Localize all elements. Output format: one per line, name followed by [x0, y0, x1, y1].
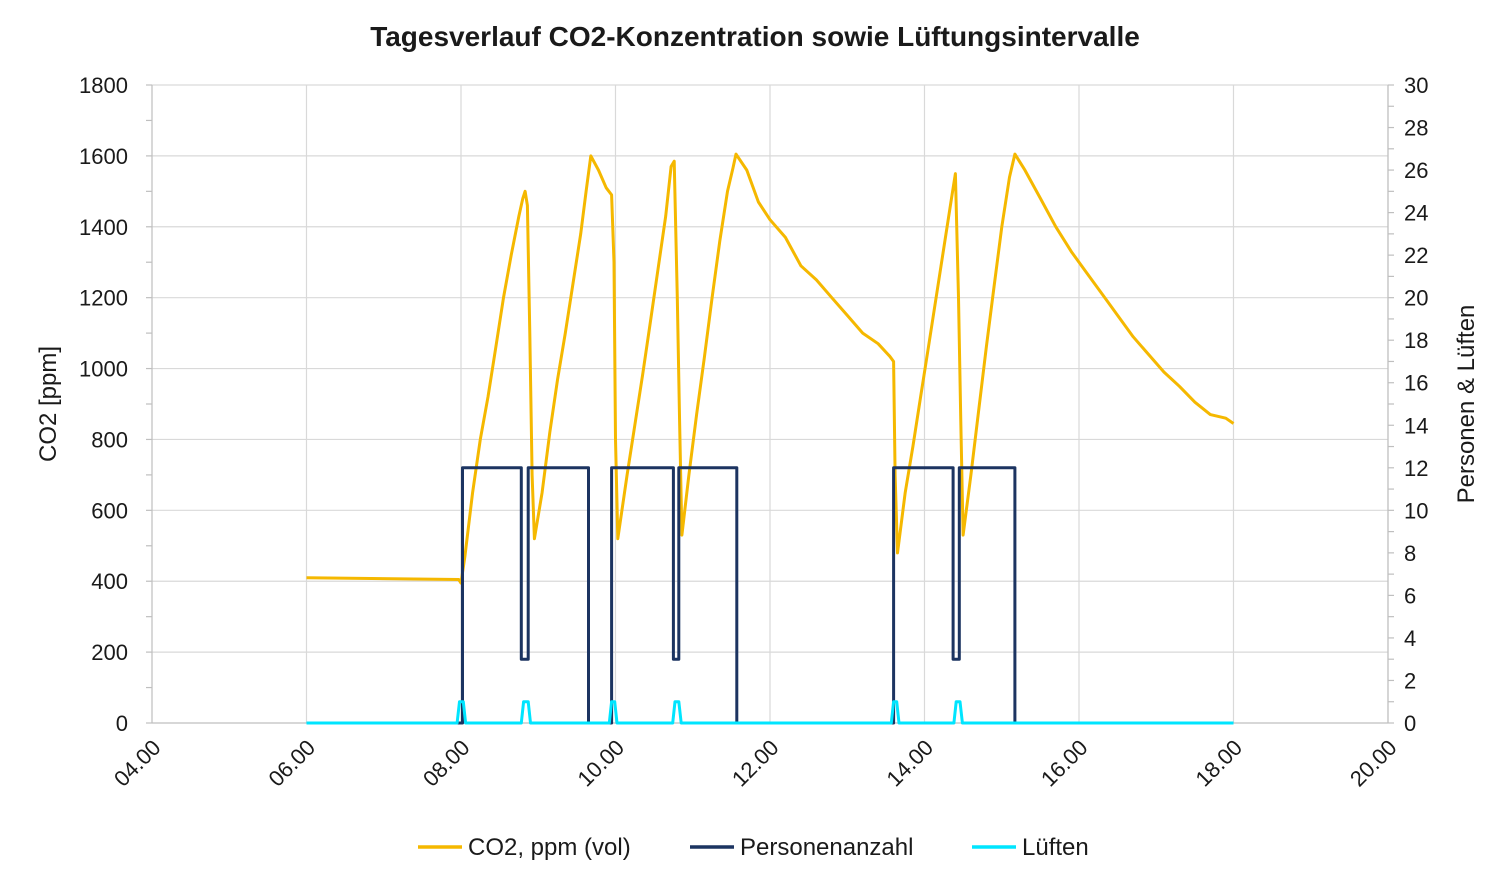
legend-label: CO2, ppm (vol): [468, 834, 631, 861]
y2-tick-label: 28: [1404, 116, 1428, 141]
series-line-co2-ppm-vol-: [306, 152, 1235, 585]
y2-tick-label: 6: [1404, 583, 1416, 608]
chart-title: Tagesverlauf CO2-Konzentration sowie Lüf…: [370, 21, 1140, 52]
series-line-personenanzahl: [306, 466, 1234, 725]
series-line-l-ften: [306, 700, 1234, 725]
y2-tick-label: 20: [1404, 286, 1428, 311]
x-tick-label: 08.00: [418, 735, 475, 792]
y-tick-label: 600: [91, 498, 128, 523]
y-tick-label: 1400: [79, 215, 128, 240]
x-tick-label: 04.00: [109, 735, 166, 792]
x-tick-label: 20.00: [1345, 735, 1402, 792]
y2-tick-label: 22: [1404, 243, 1428, 268]
y-tick-label: 0: [116, 711, 128, 736]
y-tick-label: 400: [91, 569, 128, 594]
x-tick-label: 06.00: [263, 735, 320, 792]
y-axis-label: CO2 [ppm]: [35, 346, 62, 462]
y-tick-label: 1600: [79, 144, 128, 169]
x-tick-label: 10.00: [572, 735, 629, 792]
y2-axis-label: Personen & Lüften: [1453, 305, 1480, 504]
x-tick-label: 12.00: [727, 735, 784, 792]
y2-tick-label: 14: [1404, 413, 1428, 438]
gridlines: [152, 84, 1389, 723]
y2-tick-label: 2: [1404, 668, 1416, 693]
y2-tick-label: 24: [1404, 201, 1428, 226]
y-tick-label: 200: [91, 640, 128, 665]
y2-tick-label: 0: [1404, 711, 1416, 736]
y2-tick-label: 26: [1404, 158, 1428, 183]
tick-labels: 0200400600800100012001400160018000246810…: [79, 73, 1428, 791]
y2-tick-label: 10: [1404, 498, 1428, 523]
y-tick-label: 1200: [79, 286, 128, 311]
y2-tick-label: 4: [1404, 626, 1416, 651]
legend-label: Personenanzahl: [740, 834, 913, 861]
series-layer: [306, 152, 1235, 725]
y2-tick-label: 12: [1404, 456, 1428, 481]
y2-tick-label: 30: [1404, 73, 1428, 98]
legend-label: Lüften: [1022, 834, 1089, 861]
y-tick-label: 1800: [79, 73, 128, 98]
y2-tick-label: 16: [1404, 371, 1428, 396]
y-tick-label: 800: [91, 427, 128, 452]
y2-tick-label: 8: [1404, 541, 1416, 566]
x-tick-label: 14.00: [881, 735, 938, 792]
x-tick-label: 18.00: [1190, 735, 1247, 792]
legend: CO2, ppm (vol) Personenanzahl Lüften: [418, 834, 1089, 861]
y-tick-label: 1000: [79, 357, 128, 382]
y2-tick-label: 18: [1404, 328, 1428, 353]
x-tick-label: 16.00: [1036, 735, 1093, 792]
